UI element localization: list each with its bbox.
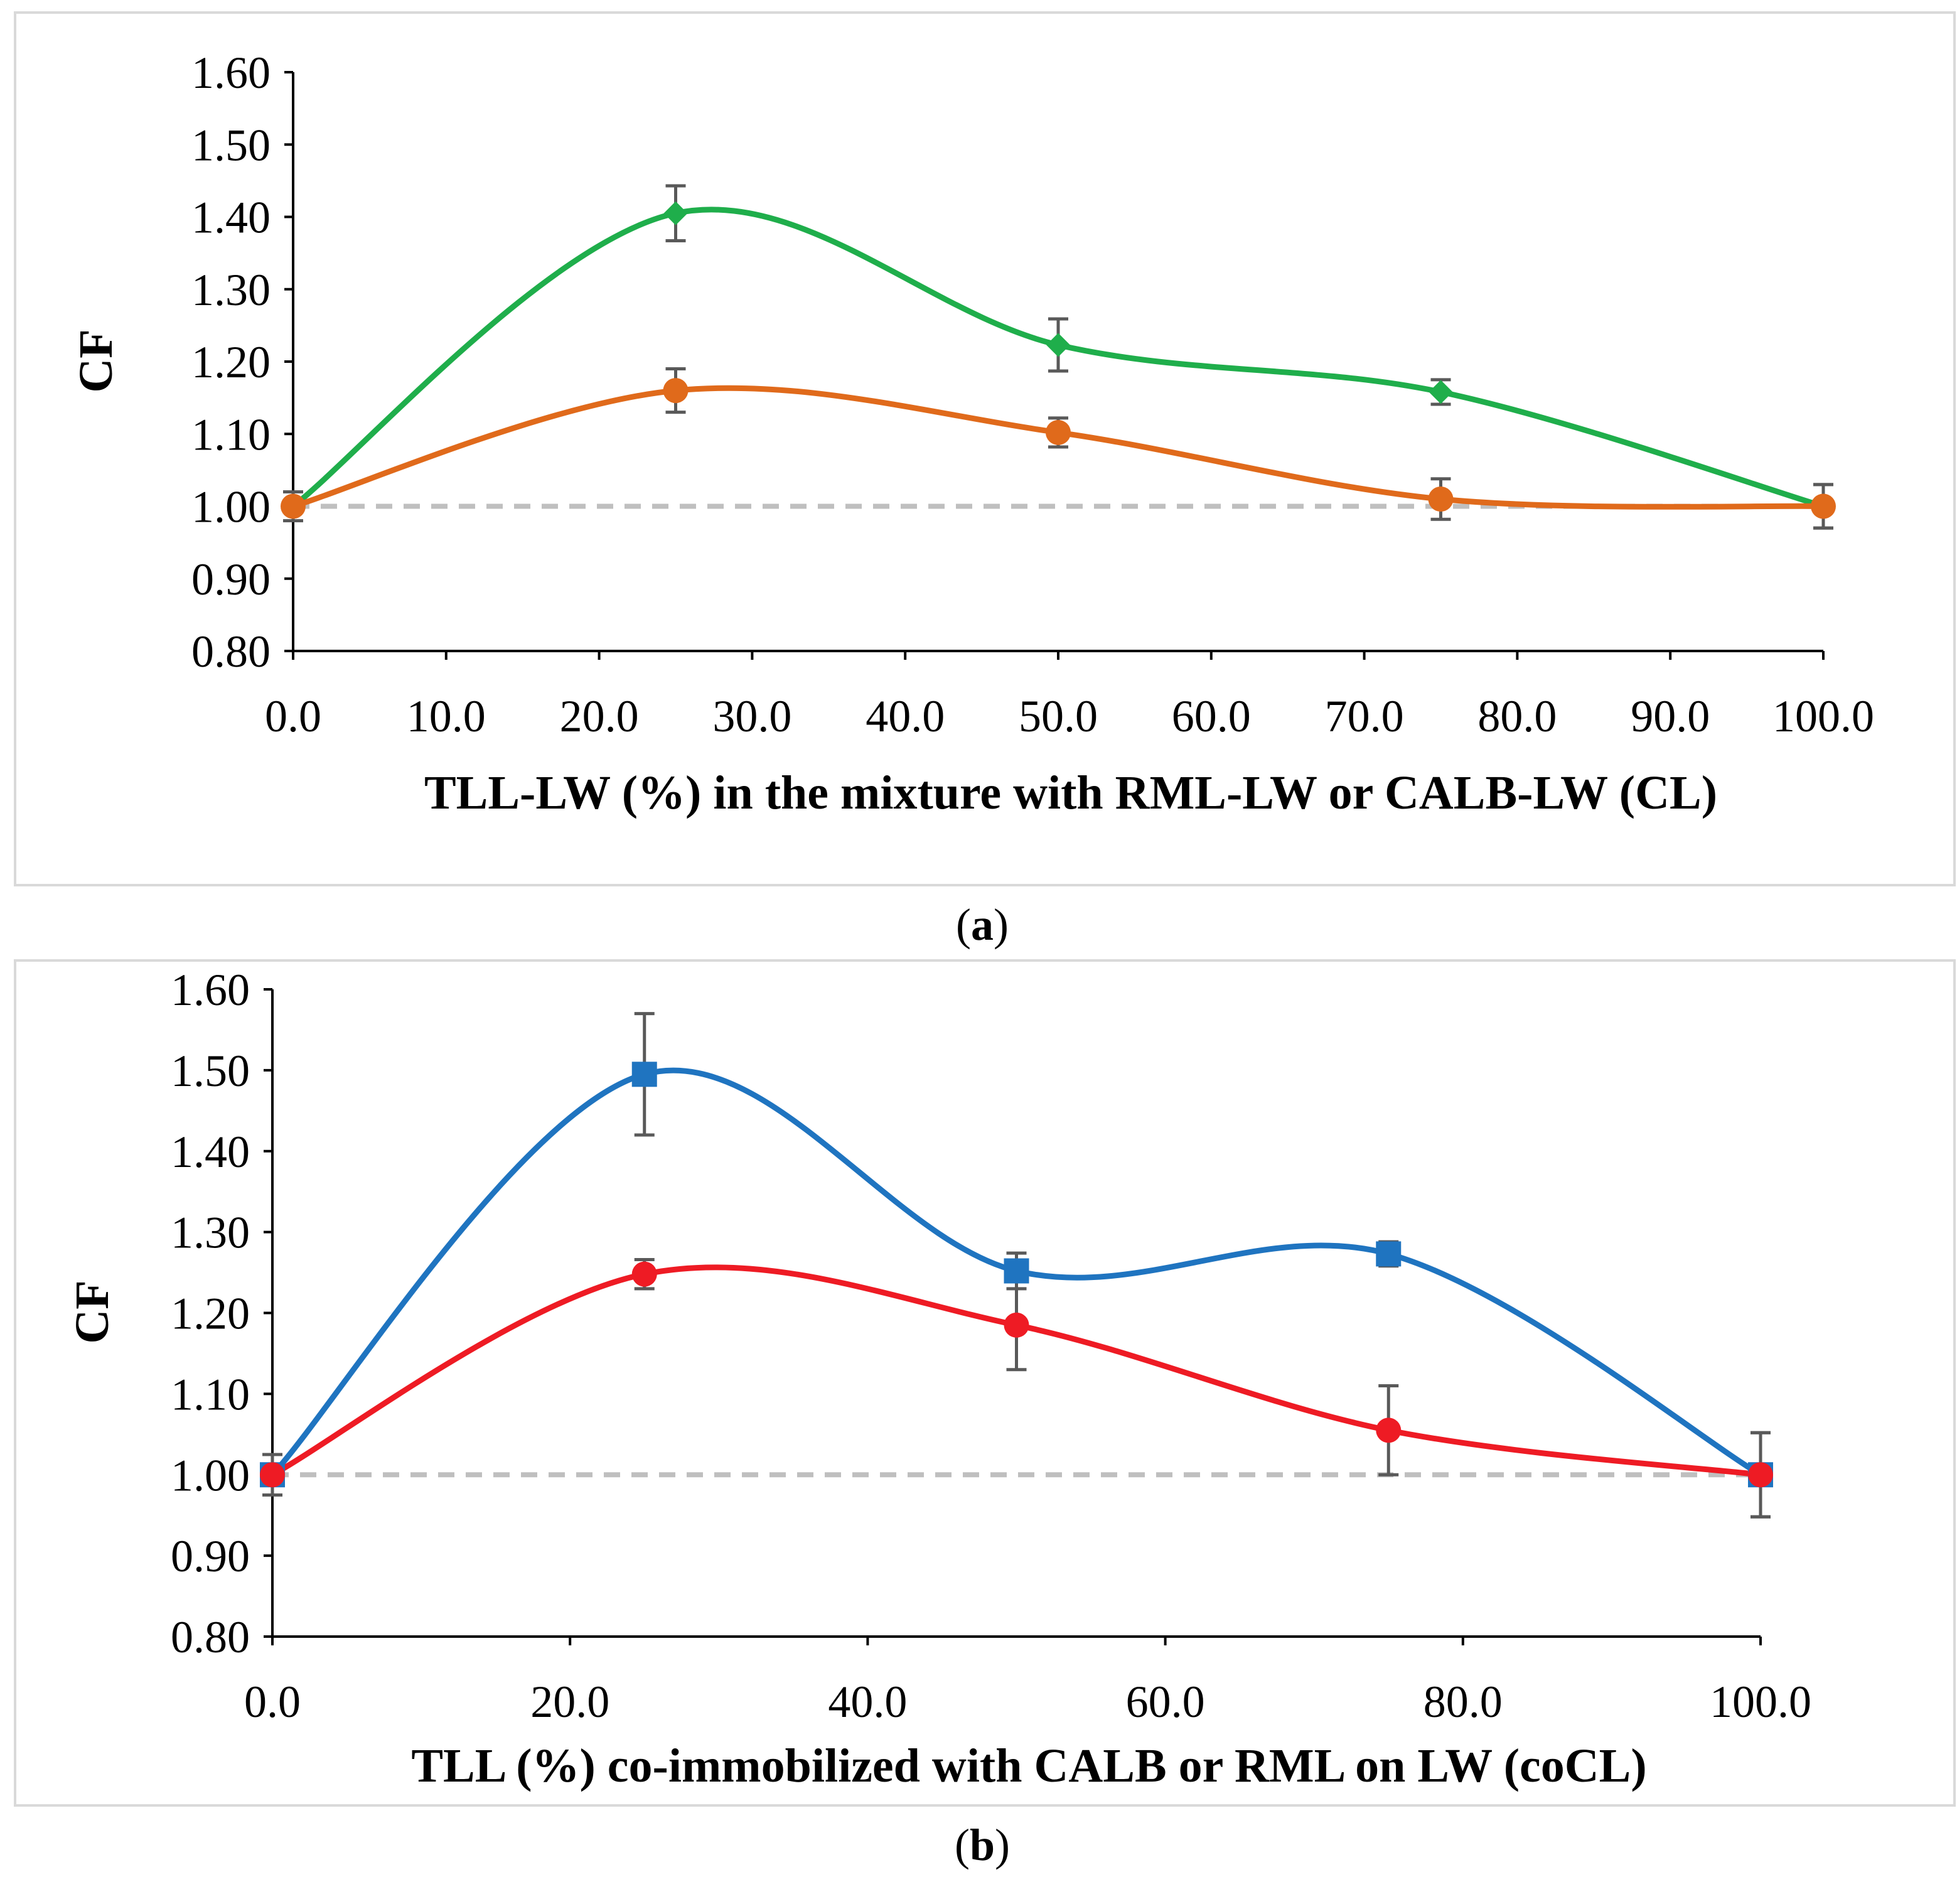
chart-a-x-tick-label: 30.0 (712, 691, 791, 741)
chart-b-x-axis-title: TLL (%) co-immobilized with CALB or RML … (411, 1740, 1646, 1792)
chart-b-y-tick-label: 0.80 (171, 1612, 250, 1662)
chart-b-y-tick-label: 1.00 (171, 1450, 250, 1500)
chart-a-y-tick-label: 1.20 (191, 337, 271, 387)
chart-b-series-blue-line (270, 1067, 1762, 1478)
chart-a-x-tick-label: 90.0 (1631, 691, 1710, 741)
chart-a-x-tick-label: 60.0 (1172, 691, 1251, 741)
chart-b: 0.80 0.90 1.00 1.10 1.20 1.30 1.40 1.50 1.60 0.0 2… (66, 965, 1811, 1792)
panel-a-letter: a (971, 900, 994, 950)
chart-b-x-tick-label: 100.0 (1710, 1677, 1811, 1727)
chart-a-x-tick-label: 40.0 (866, 691, 945, 741)
chart-a-y-tick-label: 1.00 (191, 482, 271, 532)
chart-a-x-tick-label: 0.0 (265, 691, 321, 741)
chart-a-series-orange-point (281, 493, 306, 519)
chart-a-x-tick-label: 10.0 (407, 691, 486, 741)
chart-a-x-axis-title: TLL-LW (%) in the mixture with RML-LW or… (424, 766, 1717, 819)
chart-a-series-orange-point (1428, 486, 1454, 512)
chart-a-series-orange-point (1046, 419, 1071, 445)
chart-a-x-tick-label: 70.0 (1325, 691, 1404, 741)
chart-a-x-tick-label: 80.0 (1477, 691, 1557, 741)
chart-b-y-tick-label: 0.90 (171, 1531, 250, 1581)
chart-b-series-blue-point (1376, 1241, 1402, 1267)
chart-b-y-axis-title: CF (66, 1280, 119, 1343)
chart-b-x-tick-label: 20.0 (530, 1677, 609, 1727)
chart-a: 0.80 0.90 1.00 1.10 1.20 1.30 1.40 1.50 1.60 0.0 1… (70, 48, 1874, 819)
panel-a-label: (a) (956, 900, 1009, 950)
chart-a-series-orange-point (663, 378, 689, 404)
chart-a-x-tick-label: 20.0 (560, 691, 639, 741)
panel-b-letter: b (969, 1820, 995, 1870)
chart-b-y-tick-label: 1.10 (171, 1369, 250, 1419)
panel-b-label: (b) (954, 1820, 1010, 1870)
panel-a-frame (14, 11, 1956, 886)
chart-b-y-tick-label: 1.20 (171, 1289, 250, 1339)
chart-b-series-red-point (260, 1462, 285, 1488)
panel-b-frame (14, 959, 1956, 1807)
chart-a-x-tick-label: 50.0 (1019, 691, 1098, 741)
chart-a-y-tick-label: 1.40 (191, 193, 271, 243)
chart-a-y-axis-title: CF (70, 329, 122, 392)
chart-a-x-tick-label: 100.0 (1772, 691, 1874, 741)
chart-b-x-tick-label: 80.0 (1424, 1677, 1503, 1727)
chart-b-y-tick-label: 1.30 (171, 1208, 250, 1258)
chart-a-series-green-line (291, 207, 1825, 509)
chart-b-y-tick-label: 1.60 (171, 965, 250, 1015)
chart-b-x-tick-label: 0.0 (244, 1677, 301, 1727)
chart-b-series-red-point (1376, 1417, 1402, 1443)
chart-a-y-tick-label: 0.80 (191, 627, 271, 677)
chart-b-series-blue-point (1004, 1258, 1029, 1284)
chart-b-x-tick-label: 40.0 (828, 1677, 907, 1727)
chart-a-series-green-point (1046, 333, 1070, 357)
chart-b-x-tick-label: 60.0 (1126, 1677, 1205, 1727)
chart-a-series-green-point (663, 201, 688, 225)
chart-a-series-orange-point (1811, 493, 1836, 519)
chart-b-y-tick-label: 1.50 (171, 1046, 250, 1096)
chart-a-y-tick-label: 0.90 (191, 554, 271, 605)
chart-b-series-blue-point (631, 1062, 657, 1087)
chart-a-y-tick-label: 1.10 (191, 409, 271, 460)
chart-b-series-red-point (1748, 1462, 1773, 1488)
chart-a-y-tick-label: 1.30 (191, 265, 271, 315)
chart-b-series-red-point (631, 1261, 657, 1287)
chart-a-y-tick-label: 1.50 (191, 120, 271, 170)
chart-b-series-red-point (1004, 1312, 1029, 1338)
chart-a-y-tick-label: 1.60 (191, 48, 271, 98)
chart-a-series-green-point (1429, 380, 1453, 404)
chart-b-y-tick-label: 1.40 (171, 1127, 250, 1177)
